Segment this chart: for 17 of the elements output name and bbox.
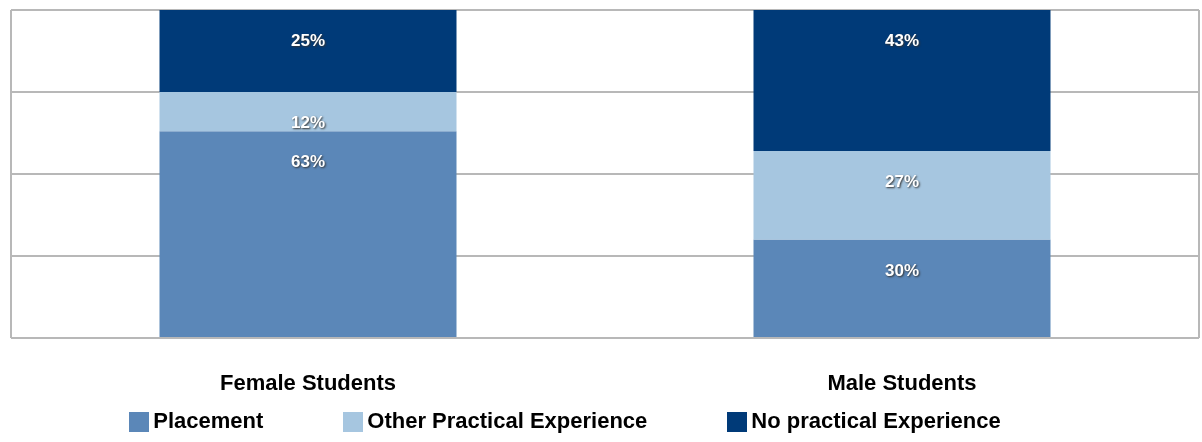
bar xyxy=(753,239,1051,338)
data-label: 63% xyxy=(290,152,326,172)
data-label: 12% xyxy=(290,113,326,132)
legend-label: Placement xyxy=(153,408,264,433)
data-label: 30% xyxy=(884,260,920,280)
bar xyxy=(159,92,457,132)
legend-label: No practical Experience xyxy=(751,408,1001,433)
data-label: 25% xyxy=(290,31,326,50)
bar xyxy=(159,10,457,92)
legend-label: Other Practical Experience xyxy=(367,408,648,433)
x-tick-label: Male Students xyxy=(827,369,977,395)
x-tick-label: Female Students xyxy=(219,369,397,395)
bar xyxy=(753,10,1051,152)
bar xyxy=(753,151,1051,240)
data-label: 27% xyxy=(884,172,920,192)
data-label: 43% xyxy=(884,31,920,50)
bar xyxy=(159,131,457,338)
